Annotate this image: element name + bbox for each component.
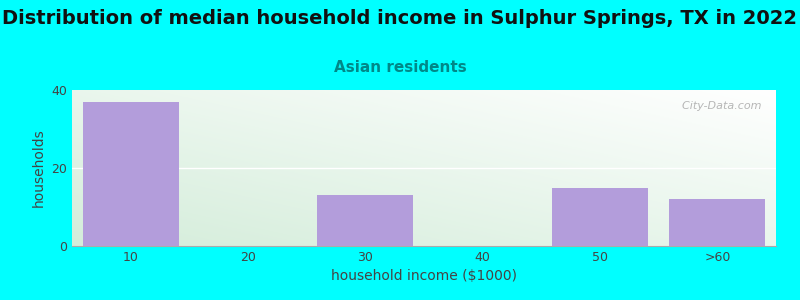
Bar bbox=[670, 199, 766, 246]
Bar bbox=[82, 102, 178, 246]
Text: Distribution of median household income in Sulphur Springs, TX in 2022: Distribution of median household income … bbox=[2, 9, 798, 28]
Text: City-Data.com: City-Data.com bbox=[675, 101, 762, 111]
Text: Asian residents: Asian residents bbox=[334, 60, 466, 75]
X-axis label: household income ($1000): household income ($1000) bbox=[331, 269, 517, 284]
Bar bbox=[552, 188, 648, 246]
Y-axis label: households: households bbox=[32, 129, 46, 207]
Bar bbox=[318, 195, 414, 246]
